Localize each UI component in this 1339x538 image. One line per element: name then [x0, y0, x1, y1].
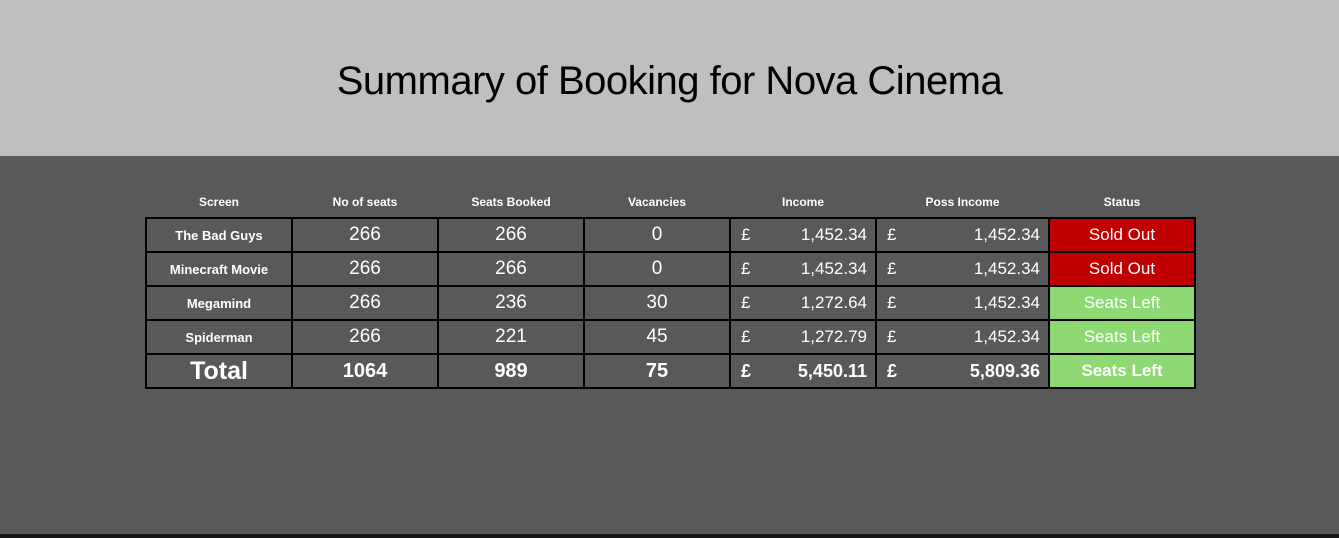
no-of-seats-cell: 266 [291, 285, 439, 321]
vacancies-cell: 0 [583, 217, 731, 253]
vacancies-cell: 30 [583, 285, 731, 321]
bottom-bar [0, 534, 1339, 538]
booking-summary-table: Screen No of seats Seats Booked Vacancie… [145, 186, 1196, 389]
screen-cell: The Bad Guys [145, 217, 293, 253]
table-footer: Total 1064 989 75 £ 5,450.11 £ 5,809.36 … [145, 353, 1196, 389]
column-header-no-of-seats: No of seats [332, 194, 398, 209]
table-row: Spiderman 266 221 45 £ 1,272.79 £ 1,452.… [145, 319, 1196, 355]
vacancies-cell: 45 [583, 319, 731, 355]
income-cell: £ 1,272.79 [729, 319, 877, 355]
total-vacancies-cell: 75 [583, 353, 731, 389]
status-badge: Sold Out [1048, 217, 1196, 253]
currency-symbol: £ [741, 327, 751, 346]
seats-booked-cell: 236 [437, 285, 585, 321]
table-header: Screen No of seats Seats Booked Vacancie… [146, 186, 1195, 218]
income-cell: £ 1,272.64 [729, 285, 877, 321]
total-no-of-seats-cell: 1064 [291, 353, 439, 389]
total-label-cell: Total [145, 353, 293, 389]
column-header-poss-income: Poss Income [925, 194, 1000, 209]
vacancies-cell: 0 [583, 251, 731, 287]
no-of-seats-cell: 266 [291, 217, 439, 253]
currency-symbol: £ [887, 360, 898, 381]
total-income-value: 5,450.11 [797, 360, 867, 381]
status-badge: Seats Left [1048, 319, 1196, 355]
poss-income-value: 1,452.34 [973, 225, 1040, 244]
currency-symbol: £ [741, 225, 751, 244]
seats-booked-cell: 266 [437, 251, 585, 287]
total-poss-income-cell: £ 5,809.36 [875, 353, 1050, 389]
seats-booked-cell: 221 [437, 319, 585, 355]
income-cell: £ 1,452.34 [729, 251, 877, 287]
total-row: Total 1064 989 75 £ 5,450.11 £ 5,809.36 … [145, 353, 1196, 389]
poss-income-cell: £ 1,452.34 [875, 319, 1050, 355]
currency-symbol: £ [887, 225, 897, 244]
currency-symbol: £ [741, 259, 751, 278]
table-row: The Bad Guys 266 266 0 £ 1,452.34 £ 1,45… [145, 217, 1196, 253]
income-cell: £ 1,452.34 [729, 217, 877, 253]
total-seats-booked-cell: 989 [437, 353, 585, 389]
table-row: Minecraft Movie 266 266 0 £ 1,452.34 £ 1… [145, 251, 1196, 287]
income-value: 1,452.34 [800, 259, 867, 278]
screen-cell: Megamind [145, 285, 293, 321]
page-title: Summary of Booking for Nova Cinema [336, 58, 1003, 103]
no-of-seats-cell: 266 [291, 319, 439, 355]
income-value: 1,272.79 [800, 327, 867, 346]
income-value: 1,272.64 [800, 293, 867, 312]
poss-income-cell: £ 1,452.34 [875, 217, 1050, 253]
header-row: Screen No of seats Seats Booked Vacancie… [146, 186, 1195, 218]
currency-symbol: £ [887, 259, 897, 278]
seats-booked-cell: 266 [437, 217, 585, 253]
poss-income-cell: £ 1,452.34 [875, 251, 1050, 287]
column-header-vacancies: Vacancies [627, 194, 687, 209]
no-of-seats-cell: 266 [291, 251, 439, 287]
currency-symbol: £ [741, 293, 751, 312]
table-body: The Bad Guys 266 266 0 £ 1,452.34 £ 1,45… [145, 217, 1196, 355]
currency-symbol: £ [741, 360, 752, 381]
column-header-income: Income [781, 194, 824, 209]
total-poss-income-value: 5,809.36 [969, 360, 1040, 381]
title-band: Summary of Booking for Nova Cinema [0, 0, 1339, 156]
currency-symbol: £ [887, 293, 897, 312]
poss-income-value: 1,452.34 [973, 293, 1040, 312]
status-badge: Sold Out [1048, 251, 1196, 287]
column-header-status: Status [1103, 194, 1141, 209]
status-badge: Seats Left [1048, 285, 1196, 321]
currency-symbol: £ [887, 327, 897, 346]
screen-cell: Spiderman [145, 319, 293, 355]
poss-income-value: 1,452.34 [973, 327, 1040, 346]
screen-cell: Minecraft Movie [145, 251, 293, 287]
column-header-seats-booked: Seats Booked [471, 194, 551, 209]
total-income-cell: £ 5,450.11 [729, 353, 877, 389]
total-status-badge: Seats Left [1048, 353, 1196, 389]
poss-income-cell: £ 1,452.34 [875, 285, 1050, 321]
poss-income-value: 1,452.34 [973, 259, 1040, 278]
table-row: Megamind 266 236 30 £ 1,272.64 £ 1,452.3… [145, 285, 1196, 321]
column-header-screen: Screen [198, 194, 240, 209]
income-value: 1,452.34 [800, 225, 867, 244]
